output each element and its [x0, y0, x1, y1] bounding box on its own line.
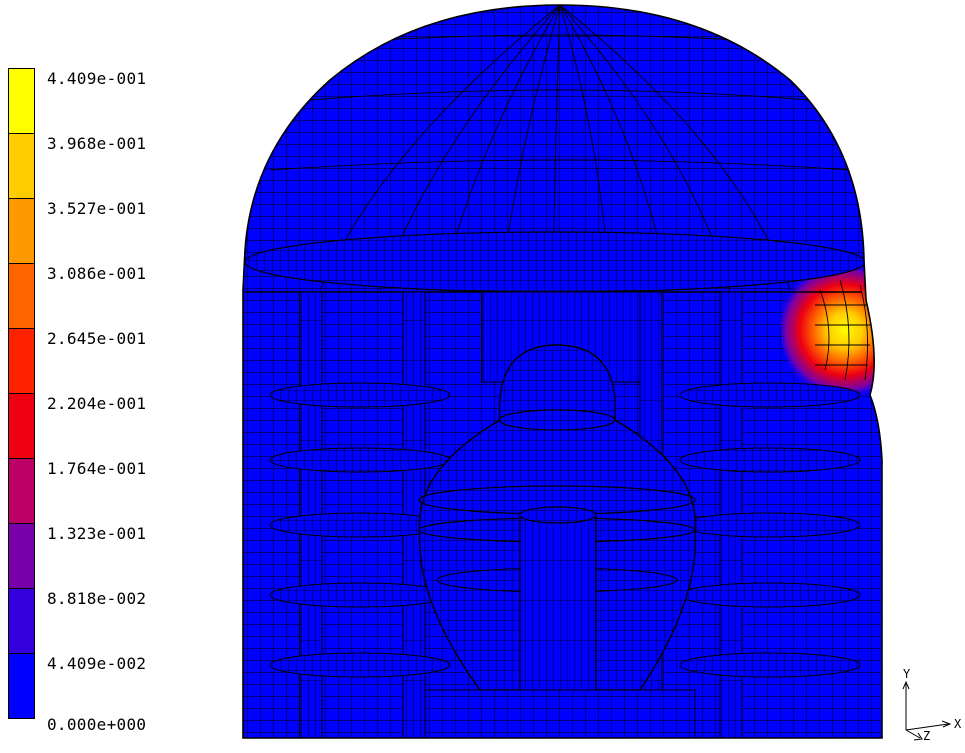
legend-swatch-6	[8, 328, 35, 394]
legend-label: 8.818e-002	[47, 589, 147, 608]
model-outline	[242, 4, 883, 739]
mesh-body	[243, 5, 882, 738]
legend-label: 1.764e-001	[47, 459, 147, 478]
legend-swatch-1	[8, 653, 35, 719]
legend-swatch-5	[8, 393, 35, 459]
legend-label-max: 4.409e-001	[47, 69, 147, 88]
triad-y-label: Y	[903, 667, 911, 681]
legend-swatch-3	[8, 523, 35, 589]
legend-label: 2.204e-001	[47, 394, 147, 413]
axis-triad: Y Z X	[902, 667, 962, 743]
legend-swatch-10	[8, 68, 35, 134]
legend-label: 1.323e-001	[47, 524, 147, 543]
legend-label: 3.527e-001	[47, 199, 147, 218]
triad-z-label: Z	[923, 729, 930, 743]
legend-label: 3.086e-001	[47, 264, 147, 283]
legend-swatch-7	[8, 263, 35, 329]
legend-swatch-9	[8, 133, 35, 199]
triad-x-label: X	[954, 717, 962, 731]
legend-label: 3.968e-001	[47, 134, 147, 153]
legend-label-min: 0.000e+000	[47, 715, 147, 734]
legend-label: 2.645e-001	[47, 329, 147, 348]
legend-label: 4.409e-002	[47, 654, 147, 673]
color-legend: 4.409e-001 3.968e-001 3.527e-001 3.086e-…	[0, 0, 240, 753]
legend-swatch-2	[8, 588, 35, 654]
legend-swatch-4	[8, 458, 35, 524]
